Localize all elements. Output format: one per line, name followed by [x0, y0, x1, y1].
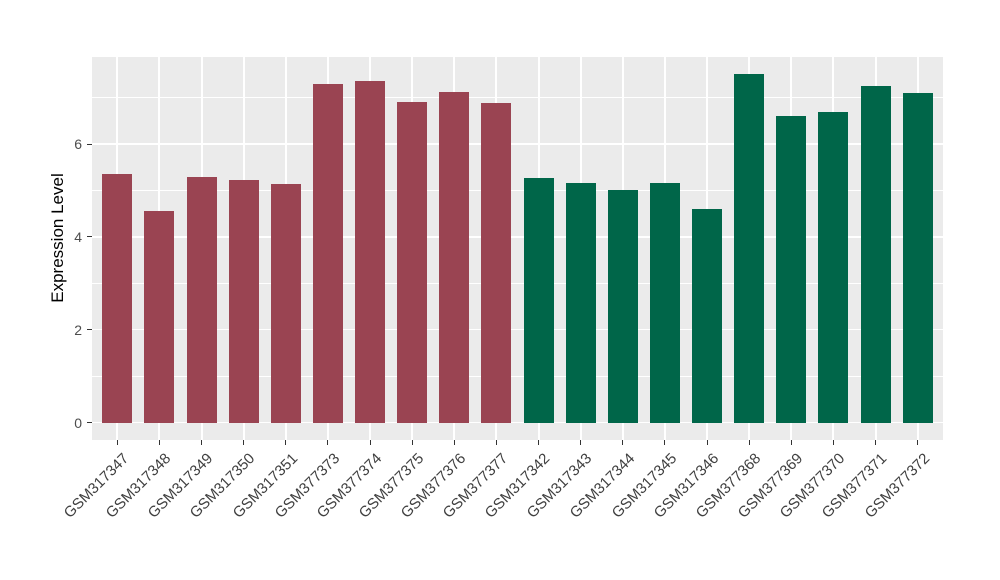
minor-gridline-y	[92, 375, 943, 377]
bar-GSM317351	[270, 184, 301, 423]
x-tick-mark	[453, 440, 455, 445]
x-tick-mark	[495, 440, 497, 445]
y-tick-mark	[87, 236, 92, 238]
x-tick-mark	[327, 440, 329, 445]
x-tick-mark	[875, 440, 877, 445]
x-tick-mark	[411, 440, 413, 445]
bar-GSM377369	[776, 116, 807, 423]
y-tick-label: 2	[74, 321, 82, 338]
bar-GSM317347	[102, 174, 133, 423]
plot-panel	[92, 57, 943, 440]
y-tick-mark	[87, 143, 92, 145]
x-tick-mark	[917, 440, 919, 445]
x-tick-mark	[538, 440, 540, 445]
y-tick-mark	[87, 422, 92, 424]
major-gridline-y	[92, 328, 943, 331]
x-tick-mark	[580, 440, 582, 445]
bar-GSM317343	[565, 182, 596, 423]
bar-GSM377371	[860, 86, 891, 423]
bar-GSM317349	[186, 177, 217, 423]
bar-GSM377374	[355, 81, 386, 423]
bar-GSM377372	[902, 92, 933, 423]
minor-gridline-y	[92, 282, 943, 284]
x-tick-mark	[706, 440, 708, 445]
bar-GSM317348	[144, 211, 175, 423]
x-tick-mark	[790, 440, 792, 445]
x-tick-mark	[201, 440, 203, 445]
y-tick-label: 0	[74, 414, 82, 431]
bar-GSM317350	[228, 180, 259, 423]
bar-GSM377368	[734, 74, 765, 423]
y-tick-label: 4	[74, 228, 82, 245]
bar-GSM377370	[818, 111, 849, 423]
x-tick-mark	[116, 440, 118, 445]
x-tick-mark	[243, 440, 245, 445]
bar-GSM377377	[481, 102, 512, 423]
x-tick-mark	[748, 440, 750, 445]
bar-GSM317342	[523, 178, 554, 423]
x-tick-mark	[285, 440, 287, 445]
bar-GSM317346	[692, 208, 723, 423]
minor-gridline-y	[92, 190, 943, 191]
y-tick-label: 6	[74, 136, 82, 153]
bar-GSM377376	[439, 92, 470, 423]
y-tick-mark	[87, 329, 92, 331]
x-tick-mark	[664, 440, 666, 445]
x-tick-mark	[158, 440, 160, 445]
bar-GSM377375	[397, 102, 428, 423]
major-gridline-y	[92, 421, 943, 424]
x-tick-mark	[832, 440, 834, 445]
major-gridline-y	[92, 236, 943, 238]
bar-GSM317345	[649, 182, 680, 423]
x-tick-mark	[369, 440, 371, 445]
bar-GSM317344	[607, 190, 638, 423]
minor-gridline-y	[92, 97, 943, 99]
major-gridline-y	[92, 143, 943, 145]
x-tick-mark	[622, 440, 624, 445]
bar-GSM377373	[312, 83, 343, 423]
